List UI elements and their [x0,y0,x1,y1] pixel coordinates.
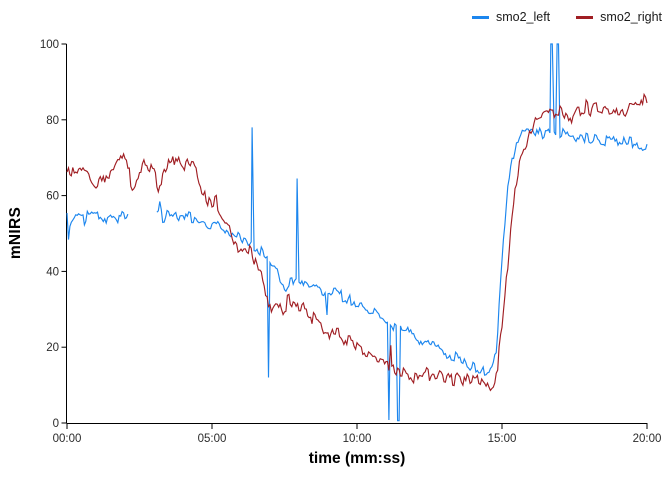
y-tick-label: 40 [46,266,59,278]
legend-item-smo2-left: smo2_left [471,10,551,24]
legend-line-icon [576,15,594,19]
x-tick-label: 05:00 [198,433,227,445]
legend-label-smo2-right: smo2_right [600,10,662,24]
series-line-smo2_right [66,92,648,392]
x-tick-label: 20:00 [633,433,662,445]
legend: smo2_left smo2_right [0,6,662,28]
series-line-smo2_left [66,43,648,422]
legend-item-smo2-right: smo2_right [576,10,662,24]
y-tick-label: 80 [46,115,59,127]
y-tick-label: 0 [53,418,59,430]
x-tick-label: 10:00 [343,433,372,445]
x-axis-title: time (mm:ss) [308,450,406,467]
x-tick-label: 00:00 [53,433,82,445]
legend-label-smo2-left: smo2_left [495,10,551,24]
y-tick-label: 100 [40,39,59,51]
x-tick-label: 15:00 [488,433,517,445]
legend-line-icon [471,15,489,19]
y-axis-title: mNIRS [7,206,24,260]
y-tick-label: 20 [46,342,59,354]
y-tick-label: 60 [46,191,59,203]
